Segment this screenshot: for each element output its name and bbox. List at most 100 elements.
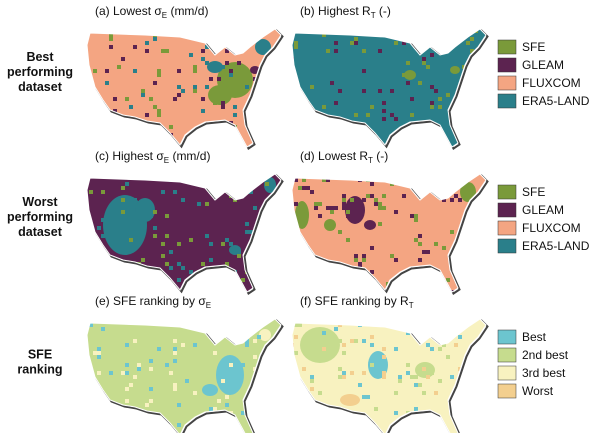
map-cell — [450, 198, 454, 202]
map-cell — [229, 363, 233, 367]
map-cell — [326, 206, 330, 210]
map-cell — [418, 81, 422, 85]
map-cell — [426, 375, 430, 379]
map-cell — [153, 105, 157, 109]
map-cell — [314, 266, 318, 270]
map-cell — [205, 29, 209, 33]
map-cell — [209, 242, 213, 246]
map-cell — [105, 69, 109, 73]
map-cell — [402, 29, 406, 33]
panel-title: (c) Highest σE (mm/d) — [95, 149, 210, 165]
map-cell — [97, 25, 101, 29]
map-cell — [265, 182, 269, 186]
map-cell — [197, 274, 201, 278]
map-cell — [213, 351, 217, 355]
map-cell — [342, 206, 346, 210]
map-cell — [370, 194, 374, 198]
map-cell — [149, 359, 153, 363]
map-cell — [201, 97, 205, 101]
map-cell — [354, 258, 358, 262]
map-cell — [422, 315, 426, 319]
map-cell — [165, 423, 169, 427]
map-cell — [430, 101, 434, 105]
map-cell — [422, 250, 426, 254]
map-cell — [173, 339, 177, 343]
map-cell — [281, 355, 285, 359]
map-cell — [414, 419, 418, 423]
legend-swatch — [497, 347, 517, 363]
map-cell — [161, 190, 165, 194]
title-subscript: E — [162, 11, 167, 20]
legend-swatch — [497, 329, 517, 345]
map-region — [208, 85, 232, 105]
map-cell — [253, 182, 257, 186]
map-cell — [314, 133, 318, 137]
map-cell — [209, 77, 213, 81]
map-cell — [314, 274, 318, 278]
map-cell — [326, 49, 330, 53]
map-cell — [354, 339, 358, 343]
map-cell — [205, 423, 209, 427]
map-cell — [241, 174, 245, 178]
map-cell — [334, 327, 338, 331]
map-cell — [294, 335, 298, 339]
map-cell — [338, 230, 342, 234]
map-cell — [205, 45, 209, 49]
map-cell — [265, 351, 269, 355]
map-cell — [209, 407, 213, 411]
map-cell — [434, 33, 438, 37]
map-cell — [390, 113, 394, 117]
map-cell — [426, 250, 430, 254]
map-cell — [97, 355, 101, 359]
map-cell — [458, 407, 462, 411]
map-cell — [414, 178, 418, 182]
map-cell — [213, 101, 217, 105]
map-cell — [294, 97, 298, 101]
map-cell — [430, 327, 434, 331]
map-cell — [334, 41, 338, 45]
map-cell — [462, 89, 466, 93]
map-cell — [225, 137, 229, 141]
map-cell — [169, 266, 173, 270]
title-subscript: E — [164, 156, 169, 165]
map-cell — [133, 45, 137, 49]
map-cell — [87, 81, 89, 85]
map-cell — [157, 113, 161, 117]
map-cell — [117, 226, 121, 230]
legend-swatch — [497, 39, 517, 55]
map-cell — [137, 367, 141, 371]
map-cell — [85, 149, 89, 153]
map-cell — [129, 383, 133, 387]
map-cell — [486, 355, 490, 359]
map-cell — [205, 85, 209, 89]
map-cell — [97, 226, 101, 230]
map-cell — [322, 347, 326, 351]
map-cell — [486, 274, 490, 278]
map-cell — [169, 250, 173, 254]
map-cell — [237, 254, 241, 258]
map-cell — [478, 73, 482, 77]
map-cell — [342, 194, 346, 198]
map-cell — [181, 266, 185, 270]
map-cell — [410, 129, 414, 133]
map-cell — [101, 250, 105, 254]
map-cell — [406, 371, 410, 375]
map-cell — [394, 282, 398, 286]
map-cell — [382, 109, 386, 113]
map-cell — [310, 25, 314, 29]
map-cell — [450, 375, 454, 379]
map-cell — [257, 335, 261, 339]
map-cell — [350, 198, 354, 202]
map-cell — [101, 170, 105, 174]
legend-swatch — [497, 93, 517, 109]
map-cell — [193, 69, 197, 73]
map-region — [340, 394, 360, 406]
map-cell — [418, 258, 422, 262]
map-cell — [221, 290, 225, 292]
map-cell — [466, 371, 470, 375]
map-cell — [87, 387, 89, 391]
map-cell — [113, 411, 117, 415]
map-cell — [225, 49, 229, 53]
map-cell — [209, 41, 213, 45]
map-cell — [205, 234, 209, 238]
